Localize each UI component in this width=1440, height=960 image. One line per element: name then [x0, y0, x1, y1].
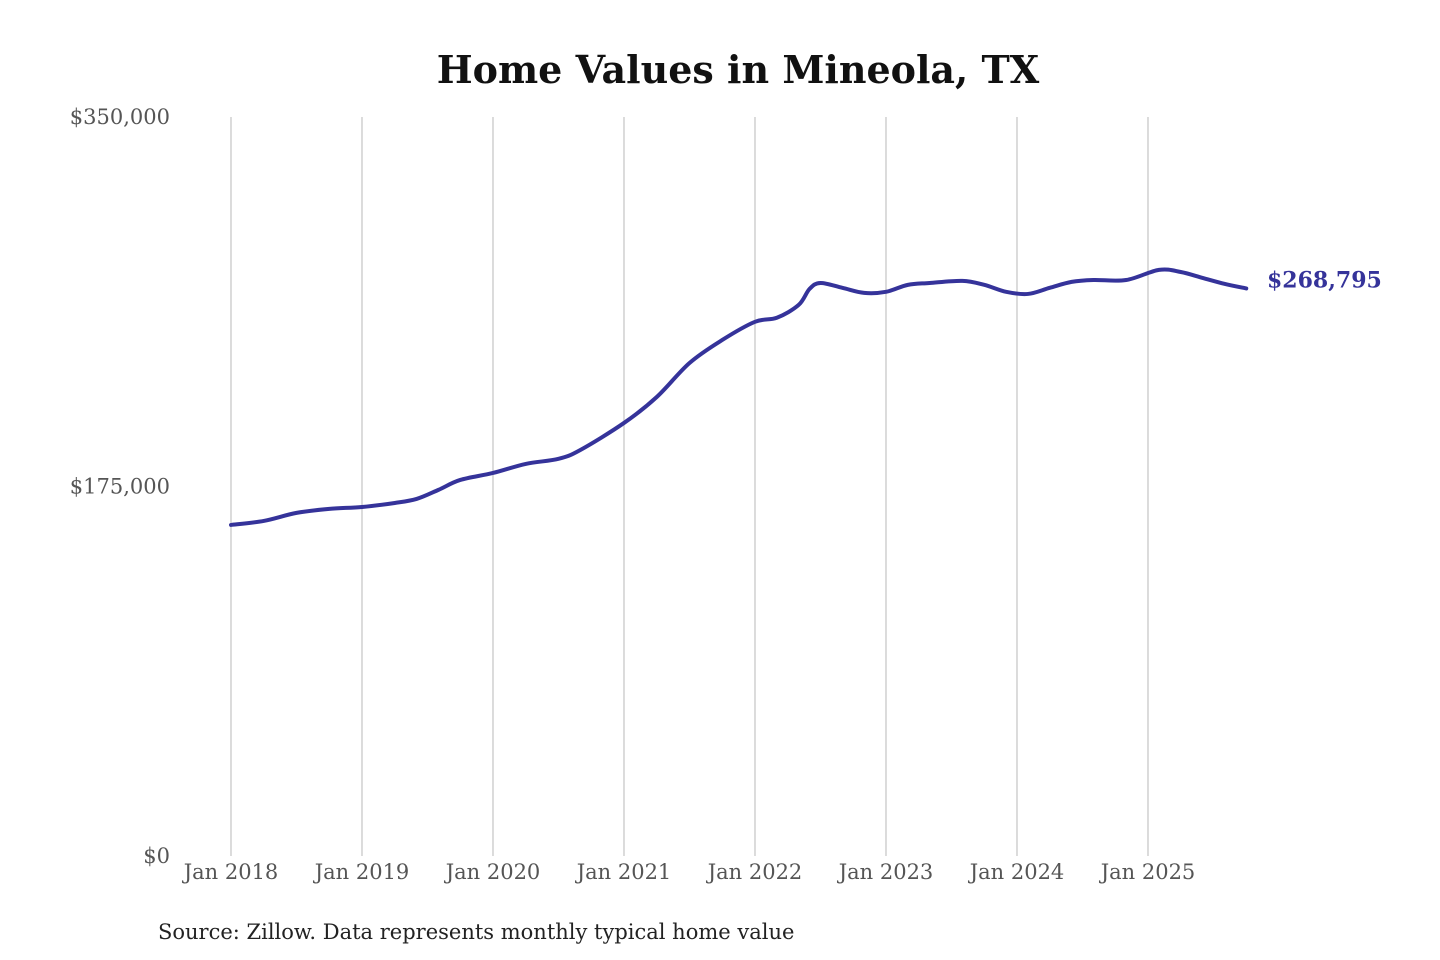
- x-tick-label: Jan 2020: [444, 860, 541, 884]
- source-note: Source: Zillow. Data represents monthly …: [158, 920, 794, 944]
- end-value-label: $268,795: [1267, 267, 1382, 293]
- x-tick-label: Jan 2024: [968, 860, 1065, 884]
- x-tick-label: Jan 2023: [837, 860, 934, 884]
- x-tick-label: Jan 2018: [182, 860, 279, 884]
- y-tick-label: $350,000: [70, 105, 170, 129]
- series-line: [229, 267, 1249, 527]
- x-tick-label: Jan 2022: [706, 860, 803, 884]
- x-tick-label: Jan 2021: [575, 860, 672, 884]
- x-tick-label: Jan 2025: [1099, 860, 1196, 884]
- x-tick-label: Jan 2019: [313, 860, 410, 884]
- y-tick-label: $0: [143, 844, 170, 868]
- y-tick-label: $175,000: [70, 475, 170, 499]
- chart-title: Home Values in Mineola, TX: [437, 47, 1040, 92]
